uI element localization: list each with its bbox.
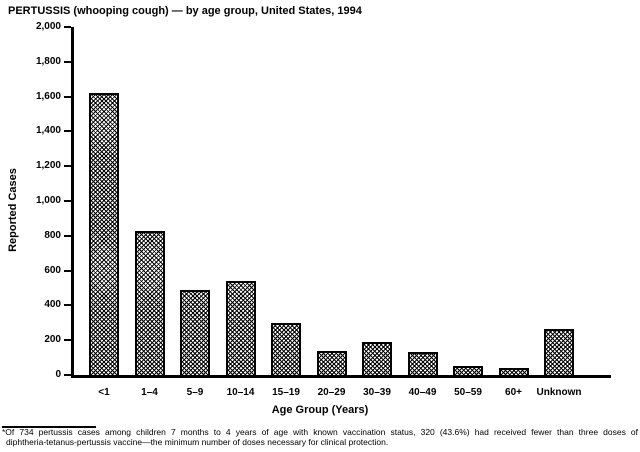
x-tick-label: 50–59 [454,387,482,398]
bar-10-14 [225,281,256,375]
y-tick-label: 1,400 [35,125,61,137]
bar-5-9 [180,290,210,375]
footnote-rule [2,426,96,428]
bar-50-59 [453,366,483,375]
bar-<1 [89,93,119,375]
y-tick-mark [64,165,71,168]
y-tick-mark [64,130,71,133]
chart-title: PERTUSSIS (whooping cough) — by age grou… [8,5,362,17]
x-tick-label: Unknown [536,387,582,398]
x-tick-label: 1–4 [141,387,158,398]
y-tick-mark [64,60,71,63]
y-tick-label: 200 [44,334,61,346]
y-tick-label: 800 [44,229,61,241]
y-tick-mark [64,234,71,237]
plot-area: 0 200 400 600 800 1,000 1,200 1,400 1,600 1,800 2,… [36,21,611,380]
y-tick-mark [64,374,71,376]
bar-unknown [544,329,574,375]
footnote: *Of 734 pertussis cases among children 7… [2,427,638,447]
y-tick-label: 0 [55,369,61,380]
x-tick-label: 5–9 [186,387,204,398]
y-tick-mark [64,200,71,202]
y-axis-title: Reported Cases [7,168,19,252]
bar-30-39 [362,342,392,375]
y-tick-label: 1,600 [35,90,61,102]
x-tick-label: <1 [98,387,110,398]
y-tick-mark [64,339,71,342]
bar-20-29 [316,351,347,375]
y-tick-label: 1,200 [35,160,61,172]
y-tick-label: 1,000 [35,195,61,206]
y-tick-mark [64,26,71,28]
x-tick-label: 10–14 [226,387,255,398]
bar-1-4 [134,231,165,375]
footnote-line-1: *Of 734 pertussis cases among children 7… [2,427,638,437]
bar-15-19 [271,323,301,375]
y-tick-mark [64,269,71,272]
y-tick-label: 1,800 [35,55,61,67]
bar-60+ [498,368,529,375]
x-tick-label: 60+ [505,387,522,398]
x-tick-label: 30–39 [363,387,391,398]
footnote-line-2: diphtheria-tetanus-pertussis vaccine—the… [6,436,389,447]
x-tick-label: 40–49 [408,387,437,398]
x-axis-title: Age Group (Years) [271,404,369,416]
x-tick-label: 20–29 [317,387,346,398]
x-axis-labels: <1 1–4 5–9 10–14 15–19 20–29 30–39 40–49 50–59 60… [74,387,611,399]
y-tick-label: 600 [44,264,61,276]
bar-40-49 [407,352,438,375]
y-tick-label: 400 [44,299,61,311]
y-tick-label: 2,000 [35,21,61,32]
y-tick-mark [64,95,71,98]
y-tick-mark [64,304,71,307]
x-tick-label: 15–19 [272,387,300,398]
